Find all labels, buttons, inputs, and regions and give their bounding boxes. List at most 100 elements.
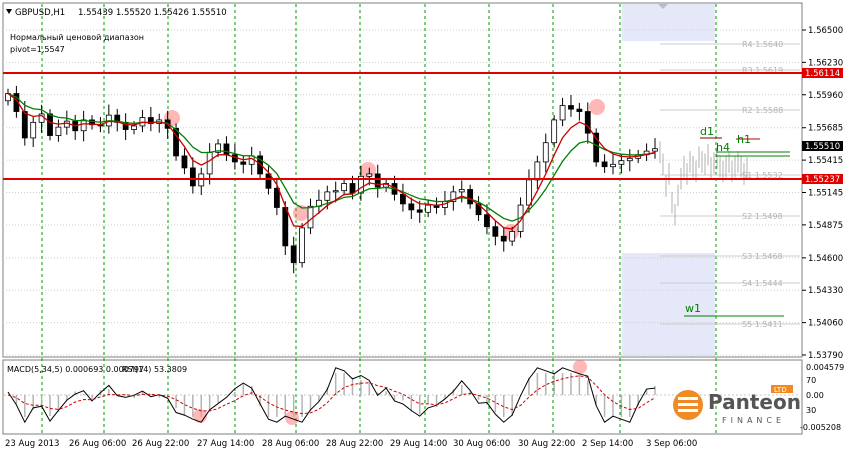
time-tick-label: 28 Aug 06:00: [262, 439, 319, 449]
macd-axis-max: 0.004579: [806, 363, 844, 372]
marker-h1: h1: [737, 133, 751, 146]
panteon-logo: Panteon LTD FINANCE: [673, 385, 801, 425]
brand-tag: LTD: [774, 386, 787, 394]
candle-body: [189, 167, 196, 187]
brand-sub: FINANCE: [722, 416, 785, 425]
resistance-zone: [622, 4, 715, 41]
candle-body: [299, 227, 305, 264]
time-axis[interactable]: 23 Aug 2013 26 Aug 06:00 26 Aug 22:00 27 Au…: [5, 439, 697, 449]
time-tick-label: 26 Aug 06:00: [69, 439, 126, 449]
candle-body: [47, 113, 53, 136]
marker-d1: d1: [700, 125, 714, 138]
price-tick-label: 1.54060: [808, 319, 843, 329]
pivot-level-r3: R3 1.5619: [742, 66, 783, 75]
candle-body: [576, 108, 583, 112]
candle-body: [425, 204, 432, 213]
price-tag-current: [802, 141, 843, 151]
candle-body: [273, 187, 280, 208]
pivot-level-s5: S5 1.5411: [742, 320, 783, 329]
candle-body: [626, 157, 633, 162]
candle-body: [147, 117, 154, 124]
candle-body: [215, 143, 221, 153]
candle-body: [400, 193, 406, 205]
price-tick-label: 1.54600: [808, 254, 843, 264]
candle-body: [534, 161, 541, 181]
candle-body: [55, 126, 62, 136]
price-tick-label: 1.53790: [808, 351, 843, 361]
marker-w1: w1: [685, 302, 701, 315]
candle-body: [30, 121, 37, 139]
collapse-triangle-icon[interactable]: [6, 9, 12, 14]
candle-body: [467, 189, 474, 205]
candle-body: [492, 226, 499, 237]
candle-body: [265, 173, 272, 189]
candle-body: [450, 191, 457, 202]
marker-h4: h4: [716, 141, 730, 154]
projected-candles: [659, 141, 748, 226]
rsi-axis-30: 30: [806, 406, 816, 415]
time-tick-label: 27 Aug 14:00: [197, 439, 254, 449]
candle-body: [458, 189, 465, 193]
candle-body: [282, 207, 289, 247]
candle-body: [349, 183, 356, 194]
candle-body: [652, 148, 658, 152]
candle-body: [13, 93, 20, 112]
macd-histogram: [15, 373, 656, 417]
candle-body: [408, 203, 415, 211]
candle-body: [80, 119, 87, 132]
support-zone: [622, 253, 715, 356]
price-tag-top: [802, 68, 843, 78]
price-tag-top-label: 1.56114: [805, 69, 840, 79]
rsi-label: RSI(14) 53.3809: [122, 365, 187, 374]
candle-body: [290, 245, 297, 264]
candle-body: [551, 119, 558, 144]
price-tick-label: 1.54330: [808, 286, 843, 296]
price-tick-label: 1.54875: [808, 221, 843, 231]
brand-name: Panteon: [708, 390, 801, 414]
candle-body: [601, 161, 608, 168]
candle-body: [416, 209, 423, 213]
pivot-level-r2: R2 1.5588: [742, 106, 783, 115]
time-tick-label: 2 Sep 14:00: [582, 439, 633, 449]
time-tick-label: 26 Aug 22:00: [132, 439, 189, 449]
ohlc-values: 1.55439 1.55520 1.55426 1.55510: [78, 8, 227, 18]
pivot-level-lines: [660, 43, 800, 325]
rsi-axis-70: 70: [806, 376, 816, 385]
time-tick-label: 30 Aug 06:00: [453, 439, 510, 449]
macd-signal-line: [7, 375, 656, 415]
price-tick-label: 1.55685: [808, 124, 843, 134]
candle-body: [89, 119, 95, 126]
candle-body: [559, 105, 566, 121]
price-tick-label: 1.56230: [808, 58, 843, 68]
price-tick-label: 1.55145: [808, 188, 843, 198]
rsi-line: [7, 367, 656, 424]
symbol-label: GBPUSD,H1: [15, 8, 65, 18]
pivot-level-s2: S2 1.5498: [742, 212, 783, 221]
time-tick-label: 29 Aug 14:00: [390, 439, 447, 449]
time-tick-label: 28 Aug 22:00: [326, 439, 383, 449]
price-tick-label: 1.55415: [808, 156, 843, 166]
candlesticks: [5, 85, 658, 274]
macd-label: MACD(5,34,5) 0.000693 0.000797: [7, 365, 144, 374]
pivot-level-s1: S1 1.5532: [742, 171, 783, 180]
candle-body: [484, 214, 490, 228]
candle-body: [593, 132, 600, 163]
price-axis[interactable]: 1.56500 1.56230 1.55960 1.55685 1.55415 1.551…: [802, 26, 843, 361]
candle-body: [324, 191, 331, 201]
price-tag-bottom-label: 1.55237: [805, 175, 840, 185]
pivot-value: pivot=1,5547: [10, 45, 65, 54]
candle-body: [240, 161, 247, 165]
candle-body: [206, 151, 213, 175]
time-tick-label: 3 Sep 06:00: [646, 439, 697, 449]
pivot-level-s4: S4 1.5444: [742, 279, 783, 288]
candle-body: [21, 111, 28, 139]
pivot-level-s3: S3 1.5468: [742, 252, 783, 261]
candle-body: [584, 111, 591, 134]
candle-body: [568, 105, 574, 110]
zone-marker-icon: [658, 4, 668, 9]
candle-body: [509, 231, 516, 242]
price-tick-label: 1.55960: [808, 91, 843, 101]
candle-body: [131, 125, 137, 130]
